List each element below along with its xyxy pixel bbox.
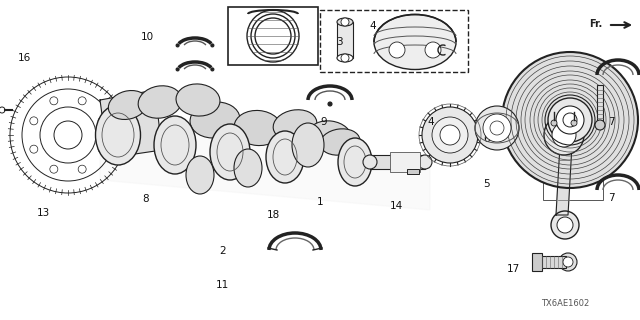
Text: 1: 1 bbox=[317, 197, 323, 207]
Circle shape bbox=[422, 107, 478, 163]
Ellipse shape bbox=[418, 155, 432, 169]
Circle shape bbox=[548, 98, 592, 142]
Ellipse shape bbox=[273, 110, 317, 140]
Text: 11: 11 bbox=[216, 280, 229, 290]
Circle shape bbox=[425, 42, 441, 58]
Bar bbox=[597, 85, 603, 125]
Bar bbox=[337, 22, 353, 58]
Ellipse shape bbox=[186, 156, 214, 194]
Ellipse shape bbox=[234, 110, 282, 146]
Circle shape bbox=[551, 211, 579, 239]
Circle shape bbox=[552, 123, 576, 147]
Circle shape bbox=[551, 120, 557, 126]
Ellipse shape bbox=[309, 121, 351, 149]
Text: 12: 12 bbox=[406, 165, 419, 175]
Text: 17: 17 bbox=[507, 264, 520, 274]
Circle shape bbox=[475, 106, 519, 150]
Bar bbox=[320, 10, 468, 72]
Text: 7: 7 bbox=[608, 193, 614, 204]
Text: 2: 2 bbox=[220, 246, 226, 256]
Ellipse shape bbox=[176, 84, 220, 116]
Text: 13: 13 bbox=[37, 208, 50, 218]
Circle shape bbox=[490, 121, 504, 135]
Text: 9: 9 bbox=[320, 116, 326, 127]
Ellipse shape bbox=[374, 14, 456, 69]
Text: 4: 4 bbox=[428, 116, 434, 127]
Circle shape bbox=[483, 114, 511, 142]
Ellipse shape bbox=[108, 91, 148, 119]
Ellipse shape bbox=[320, 129, 360, 155]
Ellipse shape bbox=[338, 138, 372, 186]
Text: 10: 10 bbox=[141, 32, 154, 42]
Circle shape bbox=[563, 113, 577, 127]
Ellipse shape bbox=[234, 149, 262, 187]
Ellipse shape bbox=[190, 102, 240, 138]
Circle shape bbox=[211, 68, 214, 71]
Circle shape bbox=[341, 54, 349, 62]
Ellipse shape bbox=[138, 86, 182, 118]
Text: 7: 7 bbox=[608, 116, 614, 127]
Ellipse shape bbox=[337, 18, 353, 26]
Circle shape bbox=[389, 42, 405, 58]
Bar bbox=[370, 155, 425, 169]
Polygon shape bbox=[100, 90, 162, 158]
Circle shape bbox=[328, 102, 332, 106]
Circle shape bbox=[341, 18, 349, 26]
Bar bbox=[540, 256, 566, 268]
Circle shape bbox=[559, 253, 577, 271]
Text: 8: 8 bbox=[143, 194, 149, 204]
Text: 16: 16 bbox=[18, 52, 31, 63]
Ellipse shape bbox=[363, 155, 377, 169]
Circle shape bbox=[556, 106, 584, 134]
Circle shape bbox=[557, 217, 573, 233]
Circle shape bbox=[432, 117, 468, 153]
Text: 14: 14 bbox=[390, 201, 403, 212]
Bar bbox=[228, 7, 318, 65]
Text: 6: 6 bbox=[483, 134, 490, 144]
Circle shape bbox=[595, 120, 605, 130]
Text: 3: 3 bbox=[336, 36, 342, 47]
Ellipse shape bbox=[292, 123, 324, 167]
Circle shape bbox=[571, 120, 577, 126]
Ellipse shape bbox=[95, 105, 141, 165]
Circle shape bbox=[176, 44, 179, 47]
Bar bbox=[532, 253, 542, 271]
Text: 18: 18 bbox=[268, 210, 280, 220]
Ellipse shape bbox=[266, 131, 304, 183]
Ellipse shape bbox=[210, 124, 250, 180]
Ellipse shape bbox=[154, 116, 196, 174]
Ellipse shape bbox=[337, 54, 353, 62]
Bar bbox=[390, 152, 420, 172]
Text: TX6AE1602: TX6AE1602 bbox=[541, 299, 589, 308]
Circle shape bbox=[440, 125, 460, 145]
Polygon shape bbox=[100, 110, 430, 210]
Text: 5: 5 bbox=[483, 179, 490, 189]
Circle shape bbox=[176, 68, 179, 71]
Bar bbox=[543, 105, 603, 200]
Circle shape bbox=[502, 52, 638, 188]
Circle shape bbox=[10, 77, 126, 193]
Bar bbox=[407, 169, 419, 174]
Polygon shape bbox=[556, 145, 572, 215]
Circle shape bbox=[544, 115, 584, 155]
Circle shape bbox=[211, 44, 214, 47]
Text: Fr.: Fr. bbox=[589, 19, 602, 29]
Text: 15: 15 bbox=[440, 133, 453, 143]
Circle shape bbox=[563, 257, 573, 267]
Text: 4: 4 bbox=[370, 20, 376, 31]
